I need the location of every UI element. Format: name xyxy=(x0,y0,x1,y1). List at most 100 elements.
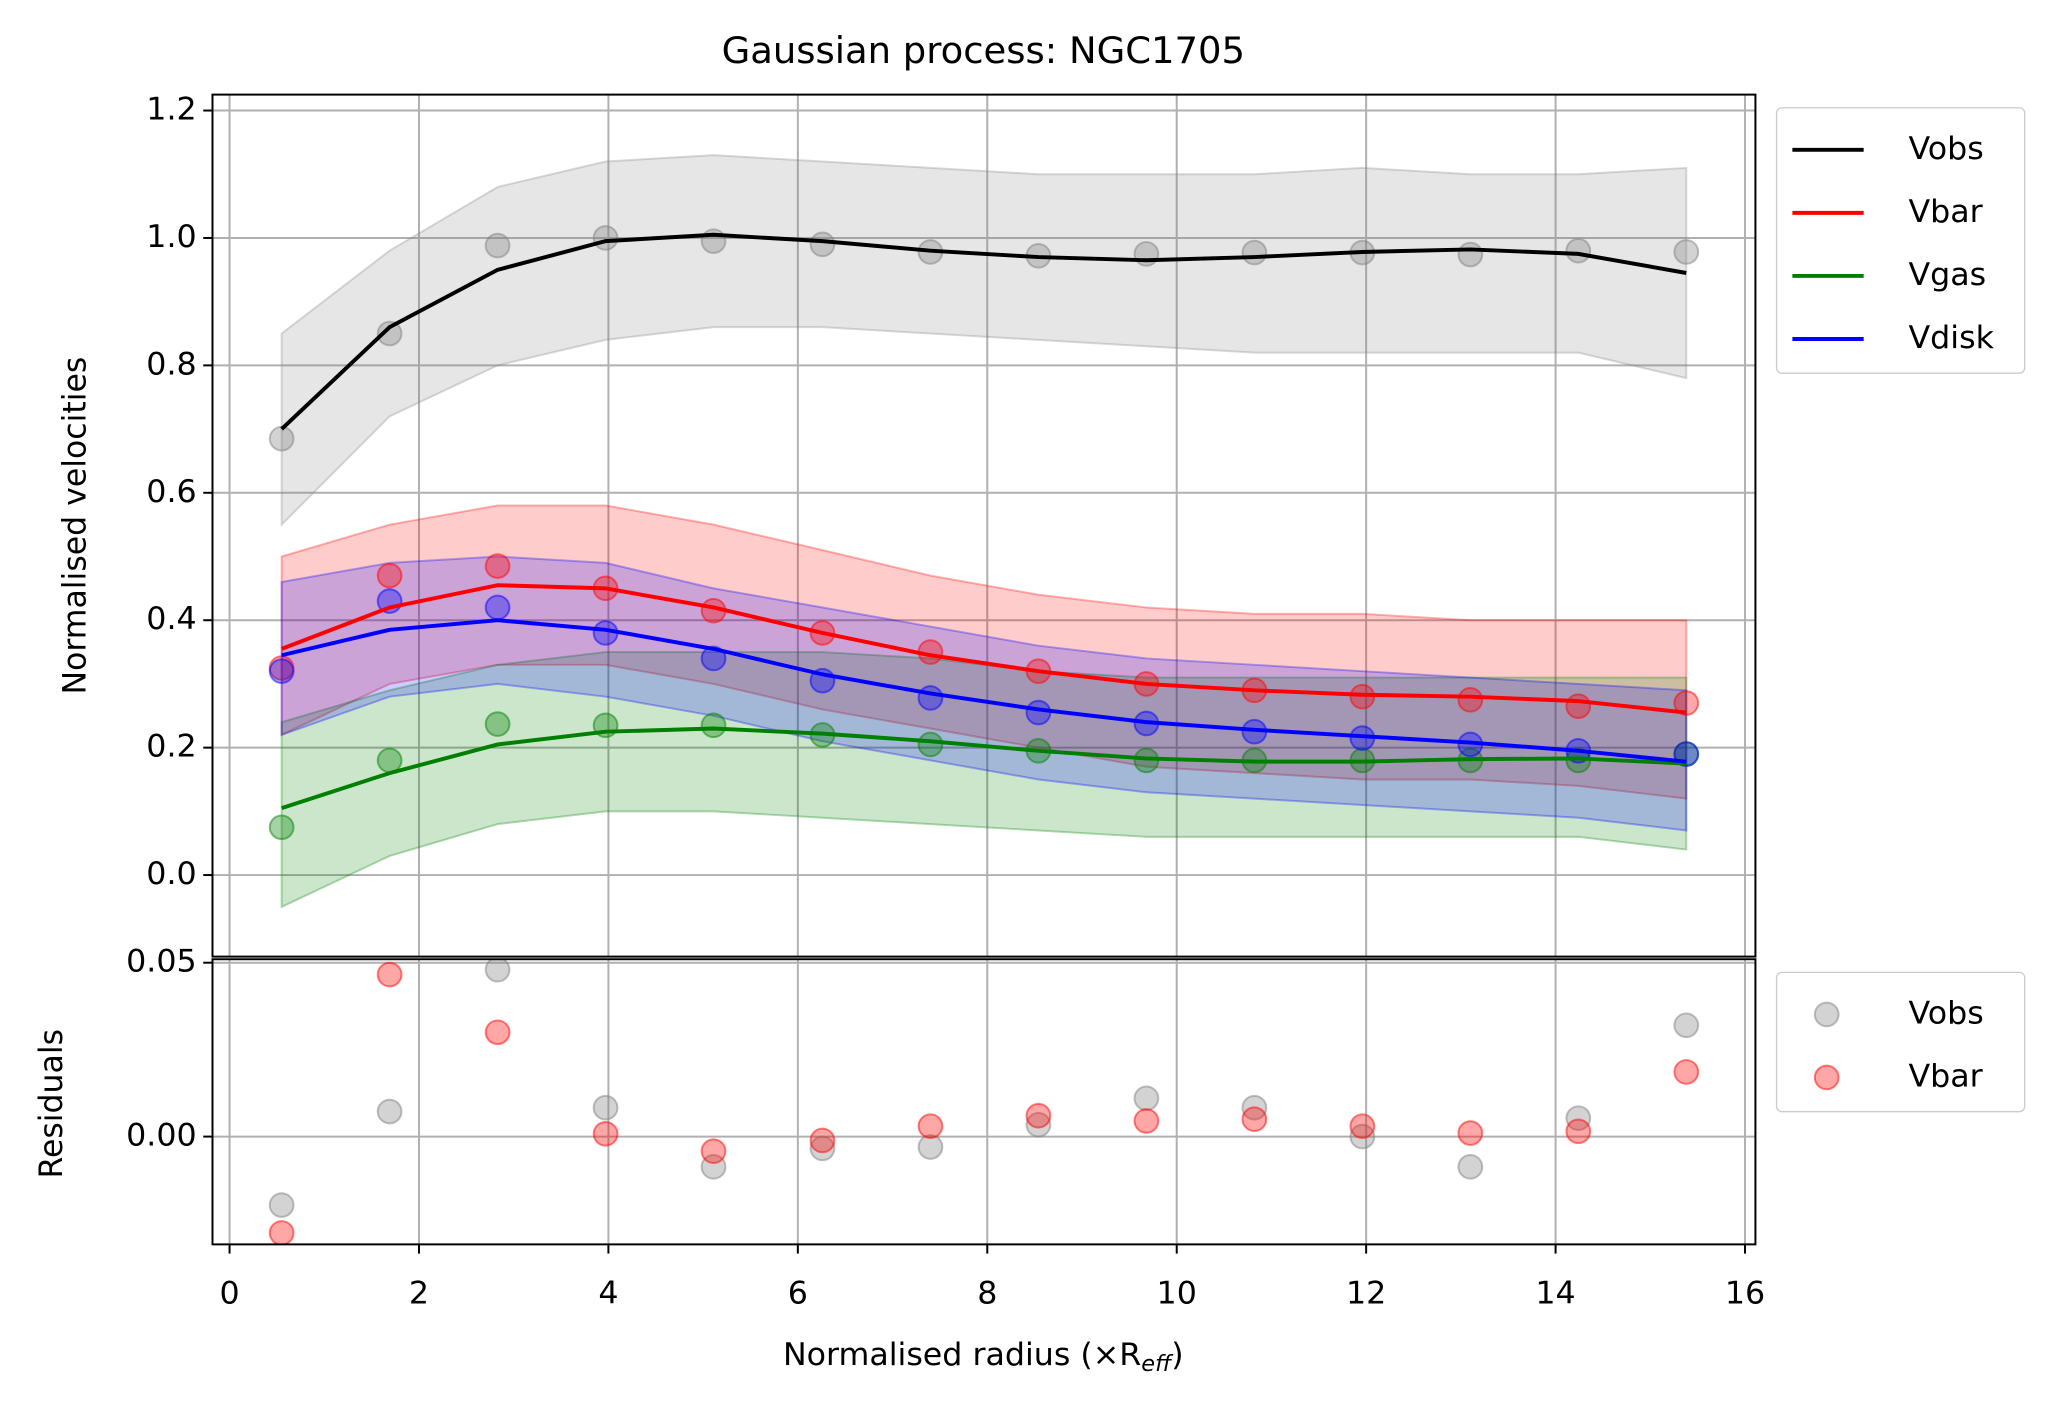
data-point xyxy=(700,712,727,739)
residual-point xyxy=(376,961,403,988)
data-point xyxy=(1565,693,1592,720)
data-point xyxy=(700,645,727,672)
confidence-band xyxy=(280,504,1688,800)
residual-point xyxy=(1025,1102,1052,1129)
y-tick-label: 0.00 xyxy=(126,1118,197,1154)
residual-point xyxy=(1457,1120,1484,1146)
residual-point xyxy=(700,1138,727,1164)
chart-title: Gaussian process: NGC1705 xyxy=(722,29,1245,72)
y-tick-label: 0.05 xyxy=(126,944,197,980)
x-tick-label: 4 xyxy=(598,1275,618,1311)
legend-label: Vobs xyxy=(1909,995,1984,1031)
data-point xyxy=(809,231,836,258)
data-point xyxy=(1457,241,1484,268)
legend-swatch xyxy=(1813,1064,1840,1091)
residual-point xyxy=(484,959,511,983)
gp-mean-line xyxy=(281,618,1687,764)
data-point xyxy=(1457,687,1484,713)
x-tick-label: 6 xyxy=(788,1275,808,1311)
x-tick-label: 10 xyxy=(1157,1275,1197,1311)
data-point xyxy=(917,685,944,711)
x-tick-label: 0 xyxy=(219,1275,239,1311)
data-point xyxy=(376,747,403,774)
data-point xyxy=(484,553,511,579)
legend-label: Vgas xyxy=(1909,257,1987,293)
data-point xyxy=(917,731,944,758)
data-point xyxy=(268,425,295,452)
legend-box xyxy=(1775,971,2026,1113)
data-point xyxy=(592,225,619,251)
gp-mean-line xyxy=(280,583,1687,715)
residual-point xyxy=(1133,1085,1160,1112)
residual-point xyxy=(1241,1106,1268,1133)
residual-point xyxy=(1025,1111,1052,1138)
legend-swatch xyxy=(1813,1001,1840,1028)
y-tick-label: 0.6 xyxy=(146,474,196,510)
residual-point xyxy=(1673,1059,1700,1085)
residual-point xyxy=(268,1220,295,1245)
y-axis-title: Normalised velocities xyxy=(58,357,94,695)
x-axis-title-part: Normalised radius (×R xyxy=(783,1337,1141,1373)
residual-point xyxy=(592,1120,619,1147)
plot-area xyxy=(212,94,1756,957)
data-point xyxy=(376,562,403,589)
residual-point xyxy=(484,1019,511,1046)
residual-point xyxy=(917,1134,944,1160)
y-tick-label: 1.0 xyxy=(146,219,196,255)
confidence-band xyxy=(280,154,1688,528)
plot-inner xyxy=(212,94,1756,957)
data-point xyxy=(1673,239,1700,265)
data-point xyxy=(268,658,295,684)
plot-area xyxy=(212,959,1756,1245)
residual-point xyxy=(1133,1108,1160,1134)
data-point xyxy=(376,320,403,347)
residual-point xyxy=(592,1094,619,1121)
y-tick-label: 0.8 xyxy=(146,346,196,382)
legend-box xyxy=(1775,107,2026,374)
residual-point xyxy=(268,1192,295,1218)
data-point xyxy=(1241,239,1268,266)
y-tick-label: 0.2 xyxy=(146,729,196,765)
data-point xyxy=(484,711,511,737)
legend-label: Vbar xyxy=(1909,1059,1983,1095)
data-point xyxy=(1673,690,1700,716)
x-tick-label: 12 xyxy=(1346,1275,1386,1311)
x-tick-label: 8 xyxy=(977,1275,997,1311)
data-point xyxy=(484,232,511,259)
x-tick-label: 16 xyxy=(1725,1275,1765,1311)
y-tick-label: 1.2 xyxy=(146,92,196,128)
axes-frame xyxy=(211,958,1757,1246)
legend-label: Vdisk xyxy=(1909,320,1995,356)
plot-inner xyxy=(212,959,1756,1245)
data-point xyxy=(1025,699,1052,726)
residual-point xyxy=(376,1098,403,1125)
x-tick-label: 2 xyxy=(409,1275,429,1311)
x-tick-label: 14 xyxy=(1535,1275,1575,1311)
residual-point xyxy=(917,1113,944,1139)
residual-point xyxy=(1565,1118,1592,1145)
residual-point xyxy=(1673,1012,1700,1039)
axes-frame xyxy=(211,93,1757,958)
data-point xyxy=(268,814,295,841)
residual-point xyxy=(1349,1123,1376,1150)
residual-point xyxy=(809,1127,836,1154)
data-point xyxy=(1565,237,1592,264)
y-tick-label: 0.4 xyxy=(146,601,196,637)
y-axis-title: Residuals xyxy=(34,1029,70,1179)
legend-label: Vbar xyxy=(1909,194,1983,230)
residual-point xyxy=(809,1135,836,1162)
residual-point xyxy=(1349,1113,1376,1139)
y-tick-label: 0.0 xyxy=(146,856,196,892)
data-point xyxy=(484,594,511,621)
gp-mean-line xyxy=(280,232,1687,431)
residual-point xyxy=(1565,1105,1592,1131)
x-axis-title-sub: eff xyxy=(1141,1350,1174,1376)
confidence-band xyxy=(280,651,1688,909)
residual-point xyxy=(1457,1154,1484,1180)
x-axis-title-end: ) xyxy=(1171,1337,1183,1373)
gp-mean-line xyxy=(281,726,1687,811)
legend-label: Vobs xyxy=(1909,131,1984,167)
x-axis-title: Normalised radius (×Reff) xyxy=(783,1337,1184,1376)
